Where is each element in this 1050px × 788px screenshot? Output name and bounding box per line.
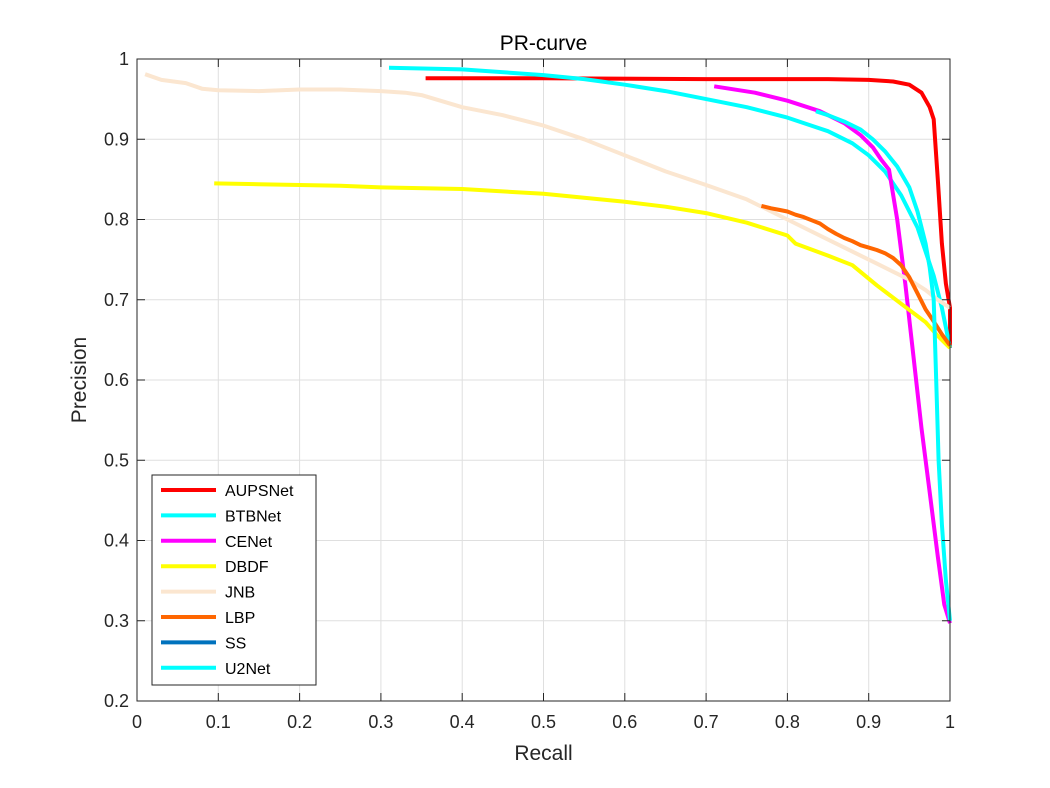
y-tick-label: 0.6: [104, 370, 129, 390]
x-tick-label: 0.1: [206, 712, 231, 732]
series-line-lbp: [760, 203, 952, 347]
y-tick-label: 1: [119, 49, 129, 69]
x-tick-label: 0.4: [450, 712, 475, 732]
axis-ticks: 0 0.1 0.2 0.3 0.4 0.5 0.6 0.7 0.8 0.9 1 0.2 0.3 0.4 0.…: [104, 49, 955, 732]
x-tick-label: 0.6: [612, 712, 637, 732]
y-tick-label: 0.4: [104, 531, 129, 551]
legend: AUPSNet BTBNet CENet DBDF JNB LBP SS U2Net: [151, 474, 317, 686]
x-tick-label: 1: [945, 712, 955, 732]
series-line-u2net: [815, 109, 952, 622]
legend-entry: AUPSNet: [225, 483, 294, 500]
legend-entry: DBDF: [225, 559, 269, 576]
x-tick-label: 0.7: [694, 712, 719, 732]
y-tick-label: 0.7: [104, 290, 129, 310]
legend-box: [151, 474, 317, 686]
legend-entry: JNB: [225, 585, 255, 602]
x-axis-label: Recall: [514, 742, 572, 765]
y-tick-label: 0.5: [104, 450, 129, 470]
x-tick-label: 0.9: [856, 712, 881, 732]
x-tick-label: 0.8: [775, 712, 800, 732]
series-line-jnb: [144, 72, 952, 310]
legend-entry: LBP: [225, 610, 255, 627]
series-line-dbdf: [214, 181, 952, 350]
y-tick-label: 0.3: [104, 611, 129, 631]
legend-entry: SS: [225, 635, 246, 652]
y-tick-label: 0.8: [104, 210, 129, 230]
y-axis-label: Precision: [68, 337, 91, 423]
x-tick-label: 0.2: [287, 712, 312, 732]
legend-entry: BTBNet: [225, 508, 282, 525]
series-line-cenet: [713, 84, 952, 624]
y-tick-label: 0.9: [104, 129, 129, 149]
series-line-btbnet: [388, 65, 952, 349]
x-tick-label: 0.5: [531, 712, 556, 732]
series-line-aupsnet: [425, 76, 952, 348]
legend-entry: CENet: [225, 534, 273, 551]
y-tick-label: 0.2: [104, 691, 129, 711]
x-tick-label: 0.3: [368, 712, 393, 732]
series-lines: [144, 65, 952, 624]
x-tick-label: 0: [132, 712, 142, 732]
legend-entry: U2Net: [225, 661, 271, 678]
chart-title: PR-curve: [500, 32, 588, 55]
